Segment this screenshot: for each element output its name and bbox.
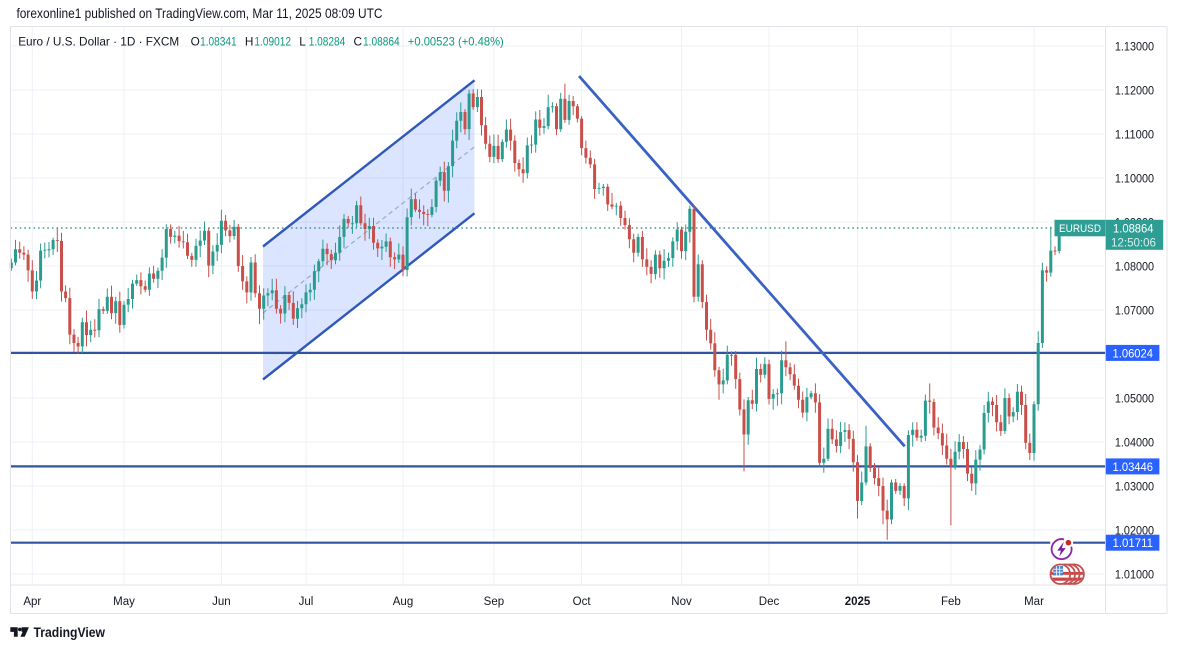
svg-text:Feb: Feb [941,596,961,608]
svg-text:1.05000: 1.05000 [1115,391,1154,405]
svg-text:1.07000: 1.07000 [1115,303,1154,317]
svg-text:1.01711: 1.01711 [1113,536,1154,550]
svg-text:1.08864: 1.08864 [1113,221,1154,235]
svg-text:1.10000: 1.10000 [1115,171,1154,185]
svg-text:1.06024: 1.06024 [1113,346,1154,360]
svg-text:1.13000: 1.13000 [1115,39,1154,53]
svg-text:forexonline1 published on Trad: forexonline1 published on TradingView.co… [17,5,383,21]
svg-text:Jul: Jul [299,596,314,608]
svg-text:1.11000: 1.11000 [1115,127,1154,141]
svg-text:Sep: Sep [484,596,504,608]
svg-text:L: L [299,35,306,49]
svg-text:2025: 2025 [845,596,871,608]
svg-text:1.03000: 1.03000 [1115,479,1154,493]
svg-text:Apr: Apr [23,596,41,608]
svg-text:EURUSD: EURUSD [1059,223,1101,235]
svg-text:Dec: Dec [759,596,780,608]
svg-text:1.08000: 1.08000 [1115,259,1154,273]
svg-text:C: C [354,35,363,49]
svg-text:Jun: Jun [212,596,231,608]
svg-text:1.12000: 1.12000 [1115,83,1154,97]
svg-text:1.03446: 1.03446 [1113,460,1154,474]
svg-text:+0.00523 (+0.48%): +0.00523 (+0.48%) [408,35,504,49]
svg-text:1.02000: 1.02000 [1115,523,1154,537]
svg-text:12:50:06: 12:50:06 [1111,235,1156,249]
svg-text:1.08864: 1.08864 [363,35,400,49]
svg-text:O: O [191,35,200,49]
svg-text:H: H [245,35,254,49]
svg-text:1.04000: 1.04000 [1115,435,1154,449]
svg-text:Mar: Mar [1024,596,1044,608]
svg-text:1.01000: 1.01000 [1115,567,1154,581]
svg-text:1.08341: 1.08341 [200,35,237,49]
svg-text:Aug: Aug [393,596,413,608]
svg-text:Nov: Nov [671,596,692,608]
svg-text:May: May [113,596,135,608]
svg-text:TradingView: TradingView [34,625,106,640]
svg-text:1.08284: 1.08284 [309,35,346,49]
svg-text:Oct: Oct [573,596,592,608]
svg-text:Euro / U.S. Dollar · 1D · FXCM: Euro / U.S. Dollar · 1D · FXCM [18,35,179,49]
svg-text:1.09012: 1.09012 [254,35,291,49]
